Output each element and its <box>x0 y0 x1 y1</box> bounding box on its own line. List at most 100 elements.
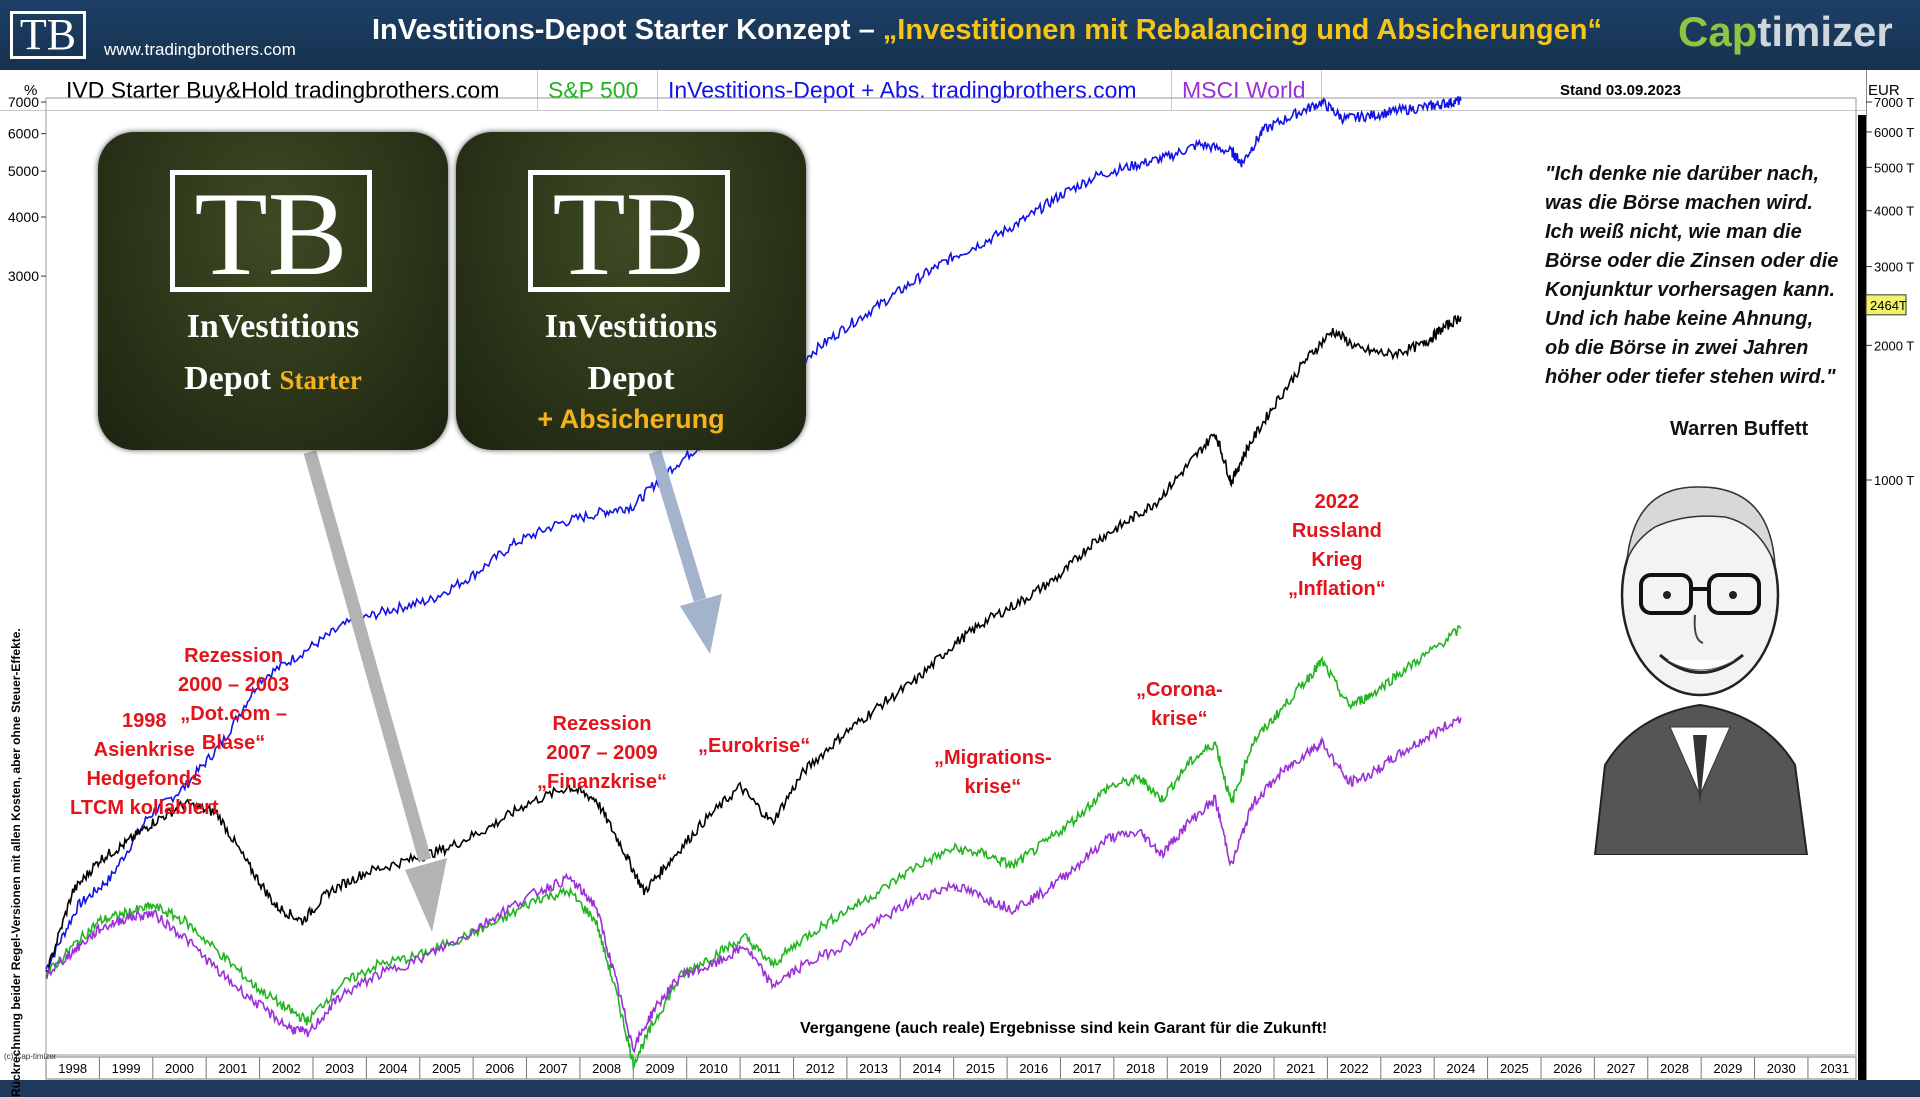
captimizer-logo: Captimizer <box>1678 8 1893 56</box>
x-axis-band <box>45 1056 1857 1080</box>
annotation-asienkrise: 1998 Asienkrise Hedgefonds LTCM kollabiert <box>70 707 219 823</box>
unit-right: EUR <box>1868 82 1900 99</box>
annotation-line: 2007 – 2009 <box>546 742 658 764</box>
legend-item-ivd-starter[interactable]: IVD Starter Buy&Hold tradingbrothers.com <box>56 70 538 110</box>
page-title: InVestitions-Depot Starter Konzept – „In… <box>372 14 1602 47</box>
annotation-eurokrise: „Eurokrise“ <box>698 732 810 761</box>
legend-item-ivd-absicherung[interactable]: InVestitions-Depot + Abs. tradingbrother… <box>658 70 1172 110</box>
x-tick-label: 2002 <box>272 1061 301 1076</box>
annotation-line: Blase“ <box>201 732 266 754</box>
left-tick-label: 5000 <box>8 163 39 179</box>
buffett-portrait-image <box>1593 486 1809 855</box>
series-line-3 <box>45 715 1462 1054</box>
arrow-head-absicherung <box>680 594 722 654</box>
legend-item-sp500[interactable]: S&P 500 <box>538 70 658 110</box>
x-tick-label: 2018 <box>1126 1061 1155 1076</box>
legend-row: % IVD Starter Buy&Hold tradingbrothers.c… <box>0 70 1866 111</box>
x-tick-label: 2025 <box>1500 1061 1529 1076</box>
left-tick-label: 7000 <box>8 94 39 110</box>
x-tick-label: 2007 <box>539 1061 568 1076</box>
annotation-dotcom: Rezession 2000 – 2003 „Dot.com – Blase“ <box>178 642 289 758</box>
axis-separator <box>1858 115 1866 1080</box>
info-box-absicherung: TB InVestitions Depot + Absicherung <box>456 132 806 450</box>
x-tick-label: 2001 <box>218 1061 247 1076</box>
x-tick-label: 2024 <box>1446 1061 1475 1076</box>
unit-left: % <box>24 82 38 99</box>
annotation-line: „Finanzkrise“ <box>537 771 668 793</box>
left-tick-label: 6000 <box>8 126 39 142</box>
right-tick-label: 6000 T <box>1874 125 1914 140</box>
annotation-line: 2022 <box>1314 491 1360 513</box>
annotation-line: „Eurokrise“ <box>698 735 811 757</box>
chart-area: % IVD Starter Buy&Hold tradingbrothers.c… <box>0 70 1920 1097</box>
copyright: (c) Cap-timizer <box>4 1052 57 1061</box>
box-logo: TB <box>170 170 372 294</box>
series-line-1 <box>45 314 1462 974</box>
series-line-0 <box>45 96 1462 970</box>
annotation-coronakrise: „Corona-krise“ <box>1136 676 1223 734</box>
annotation-migrationskrise: „Migrations-krise“ <box>934 744 1052 802</box>
disclaimer: Vergangene (auch reale) Ergebnisse sind … <box>800 1020 1328 1037</box>
tb-logo: TB <box>10 11 86 59</box>
x-tick-label: 2021 <box>1286 1061 1315 1076</box>
x-tick-label: 2020 <box>1233 1061 1262 1076</box>
info-box-starter: TB InVestitions Depot Starter <box>98 132 448 450</box>
current-value-label: 2464T <box>1870 298 1907 313</box>
x-tick-label: 2012 <box>806 1061 835 1076</box>
box-line1: InVestitions <box>186 308 360 345</box>
x-tick-label: 2009 <box>646 1061 675 1076</box>
annotation-line: Rezession <box>552 713 652 735</box>
box-absicherung-label: + Absicherung <box>537 404 725 434</box>
annotation-line: „Inflation“ <box>1288 578 1386 600</box>
right-tick-label: 2000 T <box>1874 338 1914 353</box>
x-tick-label: 2028 <box>1660 1061 1689 1076</box>
website-url[interactable]: www.tradingbrothers.com <box>104 40 296 59</box>
right-axis: EUR <box>1866 70 1920 1080</box>
x-tick-label: 2016 <box>1019 1061 1048 1076</box>
title-main: InVestitions-Depot Starter Konzept – <box>372 14 883 46</box>
annotation-line: Russland <box>1291 520 1382 542</box>
right-tick-label: 5000 T <box>1874 160 1914 175</box>
quote-author: Warren Buffett <box>1670 418 1809 440</box>
annotation-line: 2000 – 2003 <box>178 674 290 696</box>
stand-date: Stand 03.09.2023 <box>1560 82 1681 99</box>
right-tick-label: 1000 T <box>1874 473 1914 488</box>
right-tick-label: 4000 T <box>1874 204 1914 219</box>
x-tick-label: 2029 <box>1713 1061 1742 1076</box>
arrow-shaft-starter <box>303 450 432 862</box>
x-tick-label: 2010 <box>699 1061 728 1076</box>
arrow-head-starter <box>405 858 447 932</box>
x-tick-label: 2005 <box>432 1061 461 1076</box>
x-tick-label: 2019 <box>1179 1061 1208 1076</box>
x-tick-label: 2026 <box>1553 1061 1582 1076</box>
annotation-line: „Dot.com – <box>180 703 287 725</box>
x-tick-label: 2027 <box>1607 1061 1636 1076</box>
annotation-line: krise“ <box>1150 708 1208 730</box>
buffett-quote: "Ich denke nie darüber nach, was die Bör… <box>1545 163 1839 388</box>
box-line1: InVestitions <box>544 308 718 345</box>
x-tick-label: 2004 <box>379 1061 408 1076</box>
arrow-shaft-absicherung <box>648 450 707 602</box>
annotation-line: „Corona- <box>1136 679 1223 701</box>
title-highlight: „Investitionen mit Rebalancing und Absic… <box>882 14 1602 46</box>
right-tick-label: 3000 T <box>1874 260 1914 275</box>
legend-item-msci-world[interactable]: MSCI World <box>1172 70 1322 110</box>
annotation-line: Rezession <box>184 645 284 667</box>
x-tick-label: 2015 <box>966 1061 995 1076</box>
x-tick-label: 2014 <box>913 1061 942 1076</box>
box-line2a: Depot <box>184 360 280 397</box>
left-tick-label: 3000 <box>8 268 39 284</box>
y-axis-label: Rückrechnung beider Regel-Versionen mit … <box>9 628 23 1097</box>
x-tick-label: 2017 <box>1073 1061 1102 1076</box>
box-logo: TB <box>528 170 730 294</box>
brand-part2: timizer <box>1757 8 1893 55</box>
header-bar: TB www.tradingbrothers.com InVestitions-… <box>0 0 1920 70</box>
annotation-finanzkrise: Rezession 2007 – 2009 „Finanzkrise“ <box>537 710 667 797</box>
annotation-line: „Migrations- <box>934 747 1052 769</box>
x-tick-label: 2000 <box>165 1061 194 1076</box>
x-tick-label: 2023 <box>1393 1061 1422 1076</box>
x-tick-label: 2003 <box>325 1061 354 1076</box>
left-tick-label: 4000 <box>8 209 39 225</box>
box-line2: Depot Starter <box>98 360 448 398</box>
x-tick-label: 2006 <box>485 1061 514 1076</box>
